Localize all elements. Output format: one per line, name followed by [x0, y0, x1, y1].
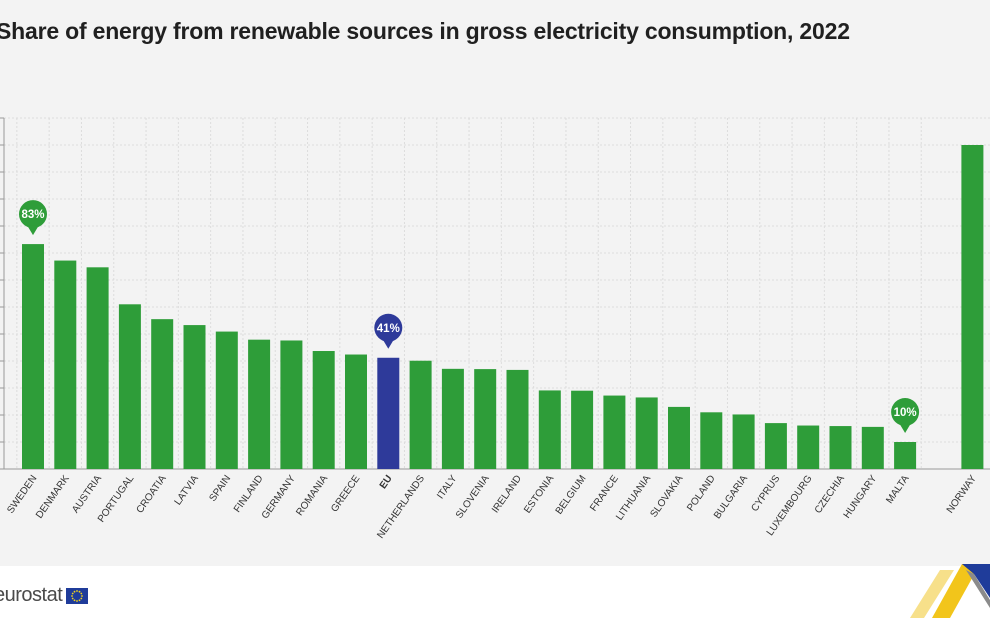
bar-germany — [280, 340, 303, 469]
tick-label-finland: FINLAND — [232, 473, 266, 514]
bar-hungary — [861, 426, 884, 469]
bar-czechia — [829, 426, 852, 469]
tick-label-austria: AUSTRIA — [70, 473, 104, 515]
bar-malta — [894, 442, 917, 469]
bar-lithuania — [635, 397, 658, 469]
tick-label-malta: MALTA — [884, 473, 911, 506]
eu-flag-icon — [66, 587, 89, 604]
bars — [22, 145, 984, 469]
data-label: 83% — [21, 209, 44, 221]
tick-label-greece: GREECE — [329, 473, 362, 514]
bar-slovakia — [668, 406, 690, 469]
bar-romania — [312, 351, 335, 469]
chart-title: Share of energy from renewable sources i… — [0, 18, 850, 44]
tick-label-cyprus: CYPRUS — [749, 473, 782, 514]
tick-label-france: FRANCE — [588, 473, 621, 513]
tick-label-hungary: HUNGARY — [842, 473, 880, 520]
callout-eu: 41% — [374, 313, 403, 349]
callout-pointer — [382, 338, 395, 349]
callout-bubble — [19, 200, 47, 229]
tick-label-slovenia: SLOVENIA — [454, 473, 492, 521]
tick-label-norway: NORWAY — [945, 473, 979, 515]
bar-belgium — [571, 390, 594, 469]
tick-label-spain: SPAIN — [207, 473, 233, 503]
tick-label-germany: GERMANY — [260, 473, 298, 521]
callout-malta: 10% — [891, 398, 920, 433]
callout-pointer — [899, 423, 912, 433]
bar-poland — [700, 412, 723, 469]
bar-croatia — [151, 319, 174, 469]
bar-denmark — [54, 260, 77, 469]
tick-label-croatia: CROATIA — [135, 473, 169, 515]
tick-label-slovakia: SLOVAKIA — [648, 473, 685, 519]
bar-austria — [86, 267, 109, 469]
bar-latvia — [183, 325, 206, 469]
bar-sweden — [22, 244, 44, 469]
bar-spain — [215, 331, 238, 469]
bar-estonia — [538, 390, 561, 469]
bar-eu — [377, 357, 400, 469]
tick-label-bulgaria: BULGARIA — [712, 473, 750, 521]
tick-label-denmark: DENMARK — [34, 473, 72, 521]
callout-pointer — [27, 225, 39, 236]
data-label: 41% — [377, 323, 400, 335]
callout-bubble — [374, 313, 403, 342]
bar-italy — [441, 368, 464, 469]
tick-label-belgium: BELGIUM — [554, 473, 589, 516]
bar-norway — [961, 145, 984, 469]
tick-label-poland: POLAND — [685, 473, 718, 513]
eurostat-logo: eurostat — [0, 584, 89, 607]
tick-label-estonia: ESTONIA — [522, 473, 556, 515]
bar-bulgaria — [732, 414, 755, 469]
tick-label-latvia: LATVIA — [173, 473, 202, 507]
tick-label-czechia: CZECHIA — [813, 473, 847, 516]
decorative-corner-icon — [910, 564, 990, 618]
bar-greece — [345, 354, 367, 469]
bar-netherlands — [409, 360, 432, 469]
bar-finland — [248, 339, 271, 469]
data-label: 10% — [894, 407, 917, 419]
tick-label-sweden: SWEDEN — [5, 473, 39, 515]
callout-bubble — [891, 398, 920, 426]
bar-slovenia — [474, 369, 497, 469]
tick-label-eu: EU — [378, 473, 395, 491]
logo-text: eurostat — [0, 584, 63, 606]
bar-ireland — [506, 369, 529, 469]
bar-portugal — [118, 304, 141, 469]
tick-label-italy: ITALY — [435, 473, 459, 501]
callouts: 83% 41% 10% — [19, 200, 920, 433]
callout-sweden: 83% — [19, 200, 47, 236]
bar-france — [603, 395, 626, 469]
bar-luxembourg — [797, 425, 820, 469]
tick-label-romania: ROMANIA — [294, 473, 330, 518]
bar-cyprus — [764, 423, 787, 469]
footer: eurostat — [0, 564, 990, 618]
tick-label-ireland: IRELAND — [490, 473, 524, 515]
